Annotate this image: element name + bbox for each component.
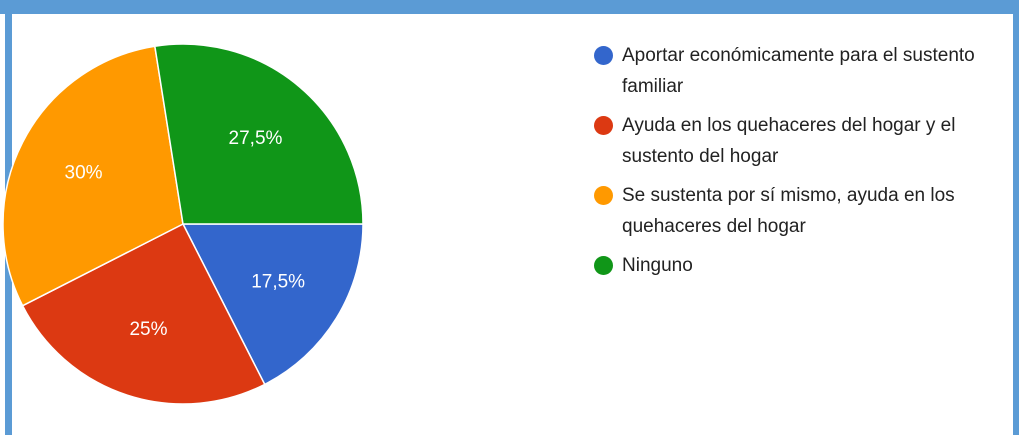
slice-label: 27,5% [229,128,283,149]
legend-item: Ninguno [592,250,1012,281]
legend: Aportar económicamente para el sustento … [592,40,1012,289]
legend-label: Se sustenta por sí mismo, ayuda en los q… [622,185,955,237]
legend-label: Ayuda en los quehaceres del hogar y el s… [622,115,956,167]
legend-swatch [594,186,613,205]
legend-item: Ayuda en los quehaceres del hogar y el s… [592,110,1012,172]
frame-right [1013,0,1019,435]
pie-slice [2,45,184,307]
frame-top [0,0,1019,14]
legend-swatch [594,256,613,275]
legend-item: Aportar económicamente para el sustento … [592,40,1012,102]
slice-label: 30% [65,162,103,183]
pie-slice [181,223,364,386]
pie: 17,5% 25% 30% 27,5% [2,43,364,405]
pie-slice [153,43,364,225]
legend-item: Se sustenta por sí mismo, ayuda en los q… [592,180,1012,242]
legend-label: Aportar económicamente para el sustento … [622,45,975,97]
legend-label: Ninguno [622,255,693,276]
slice-label: 25% [129,319,167,340]
slice-label: 17,5% [251,271,305,292]
legend-swatch [594,46,613,65]
legend-swatch [594,116,613,135]
pie-slice [21,222,266,405]
